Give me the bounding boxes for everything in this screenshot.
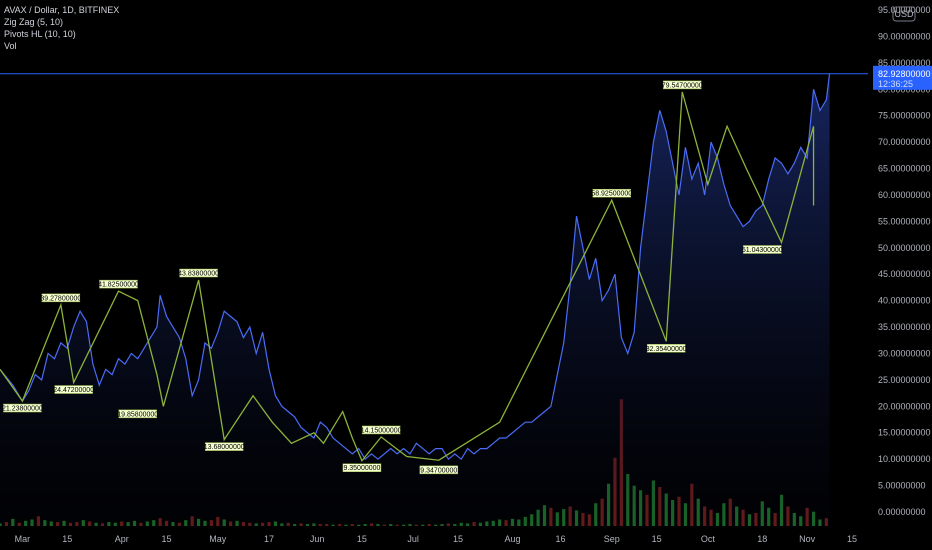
y-tick-label: 20.00000000 — [878, 401, 931, 411]
pivot-label: 9.35000000 — [342, 463, 382, 472]
pivot-label-text: 9.34700000 — [420, 467, 457, 474]
pivot-label: 19.85800000 — [117, 409, 158, 419]
y-tick-label: 10.00000000 — [878, 454, 931, 464]
x-tick-label: Jul — [407, 534, 419, 544]
pivot-label-box — [179, 268, 218, 278]
pivot-label-box — [118, 409, 157, 419]
bar-countdown: 12:36:25 — [878, 79, 913, 89]
pivot-label: 24.47200000 — [53, 385, 94, 394]
x-tick-label: 15 — [357, 534, 367, 544]
pivot-label-box — [419, 465, 459, 475]
pivot-label-text: 79.54700000 — [662, 82, 703, 89]
pivot-label-text: 14.15000000 — [361, 427, 402, 434]
pivot-label-text: 58.92500000 — [591, 191, 632, 198]
pivot-label: 79.54700000 — [662, 80, 703, 90]
y-tick-label: 45.00000000 — [878, 269, 931, 279]
chart-legend: AVAX / Dollar, 1D, BITFINEX Zig Zag (5, … — [4, 4, 119, 52]
y-tick-label: 35.00000000 — [878, 322, 931, 332]
pivot-label-box — [361, 425, 401, 435]
pivot-label-box — [54, 385, 93, 394]
pivot-label-box — [646, 344, 686, 353]
pivot-label-box — [743, 245, 782, 254]
y-tick-label: 40.00000000 — [878, 296, 931, 306]
price-area-fill — [0, 73, 830, 526]
y-tick-label: 95.00000000 — [878, 5, 931, 15]
y-tick-label: 60.00000000 — [878, 190, 931, 200]
currency-badge[interactable]: USD — [892, 6, 916, 22]
x-tick-label: Apr — [115, 534, 129, 544]
currency-label: USD — [894, 9, 914, 19]
y-tick-label: 30.00000000 — [878, 348, 931, 358]
zigzag-line — [0, 91, 815, 462]
pivot-labels: 21.23800000 39.27800000 24.47200000 41.8250… — [2, 80, 783, 475]
pivot-label-text: 32.35400000 — [646, 346, 687, 353]
pivot-label-box — [204, 442, 244, 451]
x-tick-label: 17 — [264, 534, 274, 544]
pivot-label-text: 41.82500000 — [98, 282, 139, 289]
price-badge: 82.92800000 12:36:25 — [873, 65, 932, 90]
x-tick-label: 15 — [453, 534, 463, 544]
y-tick-label: 65.00000000 — [878, 164, 931, 174]
x-tick-label: May — [209, 534, 227, 544]
symbol-title[interactable]: AVAX / Dollar, 1D, BITFINEX — [4, 5, 120, 15]
pivot-label: 13.68000000 — [204, 442, 245, 451]
x-tick-label: Jun — [310, 534, 325, 544]
pivot-label-text: 24.47200000 — [53, 387, 94, 394]
pivot-label-box — [99, 279, 138, 289]
x-tick-label: Oct — [701, 534, 716, 544]
y-tick-label: 85.00000000 — [878, 58, 931, 68]
y-tick-label: 50.00000000 — [878, 243, 931, 253]
y-tick-label: 0.00000000 — [878, 507, 926, 517]
pivot-label-text: 13.68000000 — [204, 444, 245, 451]
pivot-label: 51.04300000 — [742, 245, 783, 254]
x-axis: Mar 15 Apr 15 May 17 Jun 15 Jul 15 Aug 16 Sep 15 Oct 18… — [15, 534, 857, 544]
y-tick-label: 55.00000000 — [878, 216, 931, 226]
pivot-label: 41.82500000 — [98, 279, 139, 289]
indicator-volume-label[interactable]: Vol — [4, 41, 17, 51]
pivot-label: 9.34700000 — [419, 465, 459, 475]
pivot-label-box — [41, 293, 81, 303]
x-tick-label: Nov — [799, 534, 816, 544]
pivot-label: 32.35400000 — [646, 344, 687, 353]
x-tick-label: Sep — [604, 534, 620, 544]
x-tick-label: 16 — [556, 534, 566, 544]
price-line — [0, 73, 831, 461]
x-tick-label: Mar — [15, 534, 31, 544]
pivot-label-text: 19.85800000 — [117, 411, 158, 418]
y-tick-label: 15.00000000 — [878, 428, 931, 438]
x-tick-label: Aug — [504, 534, 520, 544]
pivot-label: 39.27800000 — [40, 293, 81, 303]
x-tick-label: 15 — [652, 534, 662, 544]
y-tick-label: 25.00000000 — [878, 375, 931, 385]
y-tick-label: 90.00000000 — [878, 31, 931, 41]
pivot-label: 58.92500000 — [591, 188, 632, 198]
pivot-label-text: 43.83800000 — [178, 271, 219, 278]
pivot-label-text: 9.35000000 — [343, 465, 380, 472]
pivot-label-text: 21.23800000 — [2, 406, 43, 413]
pivot-label-text: 39.27800000 — [40, 295, 81, 302]
x-tick-label: 15 — [162, 534, 172, 544]
x-tick-label: 18 — [757, 534, 767, 544]
pivot-label-box — [3, 403, 42, 413]
indicator-zigzag-label[interactable]: Zig Zag (5, 10) — [4, 17, 64, 27]
pivot-label-box — [342, 463, 382, 472]
x-tick-label: 15 — [62, 534, 72, 544]
last-price-value: 82.92800000 — [878, 69, 931, 79]
pivot-label: 21.23800000 — [2, 403, 43, 413]
y-tick-label: 5.00000000 — [878, 481, 926, 491]
indicator-pivots-label[interactable]: Pivots HL (10, 10) — [4, 29, 76, 39]
pivot-label: 14.15000000 — [361, 425, 402, 435]
y-tick-label: 70.00000000 — [878, 137, 931, 147]
pivot-label-box — [592, 188, 632, 198]
pivot-label-text: 51.04300000 — [742, 247, 783, 254]
pivot-label-box — [662, 80, 702, 90]
y-tick-label: 75.00000000 — [878, 111, 931, 121]
x-tick-label: 15 — [847, 534, 857, 544]
pivot-label: 43.83800000 — [178, 268, 219, 278]
